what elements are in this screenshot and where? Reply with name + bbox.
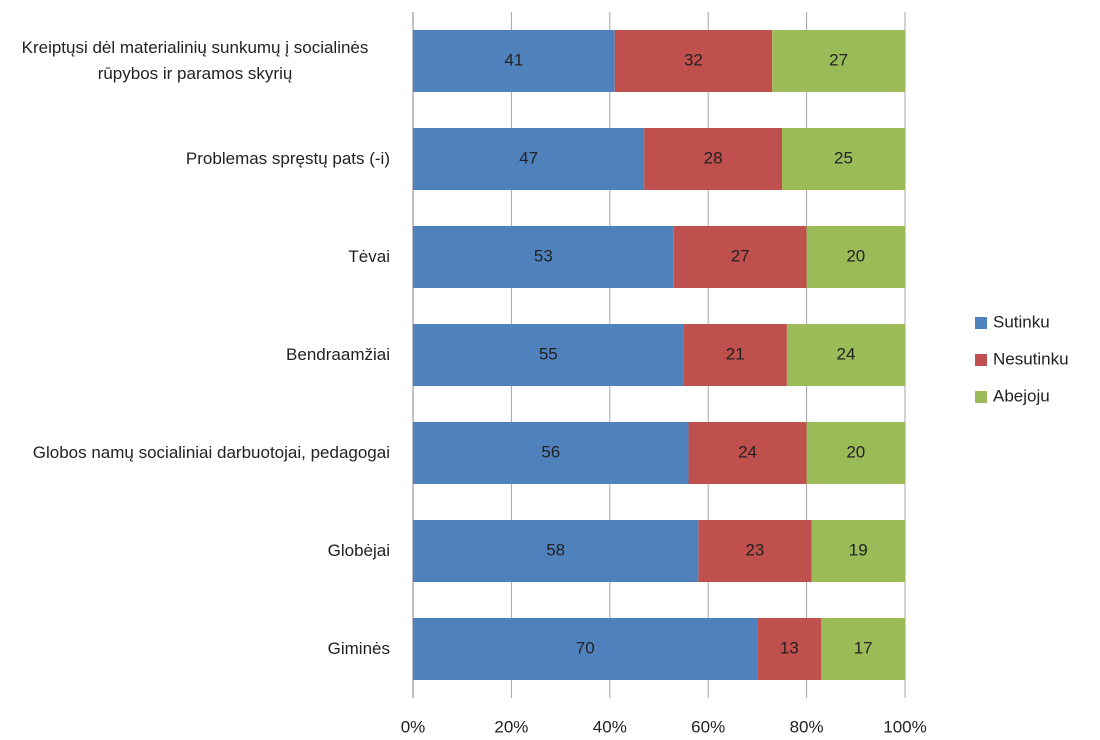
data-label: 28	[704, 148, 723, 167]
bar-segment	[782, 128, 905, 190]
bar-segment	[811, 520, 905, 582]
data-label: 32	[684, 50, 703, 69]
y-tick-label-box: Problemas spręstų pats (-i)	[186, 124, 390, 194]
bar-segment	[757, 618, 822, 680]
data-label: 41	[504, 50, 523, 69]
y-tick-label: Globos namų socialiniai darbuotojai, ped…	[32, 443, 390, 462]
bar-segment	[688, 422, 807, 484]
legend-swatch	[975, 317, 987, 329]
bar-segment	[413, 520, 699, 582]
bar-segment	[673, 226, 807, 288]
data-label: 24	[836, 344, 855, 363]
y-tick-label: Giminės	[327, 639, 390, 658]
data-label: 24	[738, 442, 757, 461]
x-tick-label: 0%	[401, 717, 426, 736]
data-label: 13	[780, 638, 799, 657]
data-label: 25	[834, 148, 853, 167]
data-label: 19	[849, 540, 868, 559]
data-label: 70	[576, 638, 595, 657]
y-tick-label-box: Giminės	[328, 614, 390, 684]
data-label: 20	[846, 442, 865, 461]
x-tick-label: 100%	[883, 717, 926, 736]
y-tick-label: Kreiptųsi dėl materialinių sunkumų į soc…	[21, 38, 369, 83]
data-label: 55	[539, 344, 558, 363]
bar-segment	[413, 128, 645, 190]
bar-segment	[644, 128, 782, 190]
bar-segment	[413, 30, 615, 92]
bar-segment	[806, 422, 905, 484]
y-tick-label: Problemas spręstų pats (-i)	[185, 149, 390, 168]
bar-segment	[786, 324, 905, 386]
data-label: 20	[846, 246, 865, 265]
y-tick-label: Tėvai	[348, 247, 390, 266]
bar-segment	[413, 422, 689, 484]
legend-label: Nesutinku	[993, 349, 1069, 368]
y-tick-label-box: Bendraamžiai	[286, 320, 390, 390]
y-tick-label-box: Globėjai	[328, 516, 390, 586]
bar-segment	[806, 226, 905, 288]
data-label: 58	[546, 540, 565, 559]
x-tick-label: 20%	[494, 717, 528, 736]
y-tick-label-box: Kreiptųsi dėl materialinių sunkumų į soc…	[0, 26, 390, 96]
legend-swatch	[975, 354, 987, 366]
data-label: 27	[829, 50, 848, 69]
bar-segment	[614, 30, 773, 92]
x-tick-label: 60%	[691, 717, 725, 736]
x-tick-label: 80%	[790, 717, 824, 736]
data-label: 47	[519, 148, 538, 167]
y-tick-label-box: Tėvai	[348, 222, 390, 292]
y-tick-label-box: Globos namų socialiniai darbuotojai, ped…	[33, 418, 390, 488]
bar-segment	[413, 618, 758, 680]
bar-segment	[698, 520, 812, 582]
legend-label: Abejoju	[993, 386, 1050, 405]
bar-segment	[413, 324, 684, 386]
data-label: 17	[854, 638, 873, 657]
bar-segment	[821, 618, 905, 680]
data-label: 23	[745, 540, 764, 559]
y-tick-label: Bendraamžiai	[286, 345, 390, 364]
y-tick-label: Globėjai	[327, 541, 390, 560]
data-label: 27	[731, 246, 750, 265]
bar-segment	[772, 30, 905, 92]
bar-segment	[683, 324, 787, 386]
data-label: 21	[726, 344, 745, 363]
x-tick-label: 40%	[593, 717, 627, 736]
legend-swatch	[975, 391, 987, 403]
data-label: 53	[534, 246, 553, 265]
bar-segment	[413, 226, 674, 288]
legend-label: Sutinku	[993, 312, 1050, 331]
data-label: 56	[541, 442, 560, 461]
